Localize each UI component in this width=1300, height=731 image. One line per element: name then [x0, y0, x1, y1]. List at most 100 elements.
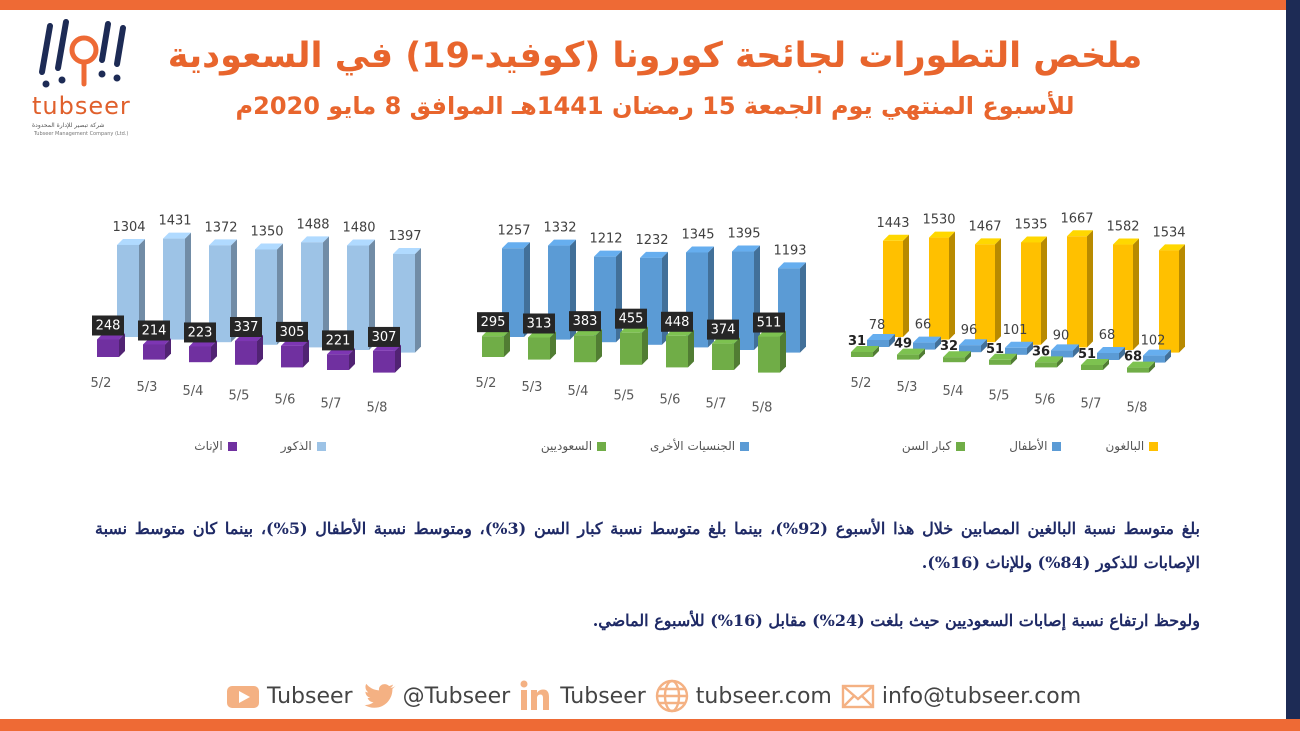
- legend-label-male: الذكور: [280, 439, 312, 453]
- bar-adults: [1021, 236, 1047, 345]
- x-tick-label: 5/6: [275, 392, 296, 407]
- bar-adults: [883, 234, 909, 337]
- value-label: 448: [665, 315, 690, 330]
- bar-elderly: [989, 353, 1017, 365]
- bar-1-front: [482, 330, 510, 357]
- x-tick-label: 5/6: [1035, 392, 1056, 407]
- value-label: 66: [915, 318, 932, 333]
- value-label-bg: [523, 313, 555, 334]
- value-label-bg: [230, 317, 262, 338]
- legend-swatch-adults: [1149, 441, 1159, 451]
- footer-contacts: Tubseer @Tubseer Tubseer tubseer.com: [225, 676, 1095, 716]
- value-label: 248: [96, 318, 121, 333]
- value-label: 383: [573, 314, 598, 329]
- gender-chart-legend: الذكور الإناث: [60, 439, 460, 453]
- value-label: 1332: [543, 221, 576, 236]
- value-label-bg: [184, 322, 216, 343]
- summary-paragraph-1: بلغ متوسط نسبة البالغين المصابين خلال هذ…: [95, 519, 1200, 572]
- logo-subtitle-ar: شركة تبصير للإدارة المحدودة: [32, 122, 105, 129]
- value-label-bg: [322, 330, 354, 351]
- bar-children: [959, 339, 987, 353]
- x-tick-label: 5/3: [137, 380, 158, 395]
- value-label: 68: [1124, 350, 1142, 365]
- bar-0-back: [209, 239, 237, 343]
- footer-email[interactable]: info@tubseer.com: [840, 678, 1081, 714]
- legend-swatch-other-nationalities: [740, 441, 750, 451]
- value-label: 1488: [296, 217, 329, 232]
- bar-0-front: [189, 340, 217, 363]
- top-accent-bar: [0, 0, 1300, 10]
- value-label: 455: [619, 312, 644, 327]
- logo-icon: [39, 19, 126, 88]
- value-label: 1431: [158, 214, 191, 229]
- value-label: 1467: [968, 219, 1001, 234]
- bar-0-front: [373, 344, 401, 373]
- summary-paragraph-2: ولوحظ ارتفاع نسبة إصابات السعوديين حيث ب…: [592, 611, 1200, 630]
- bar-0-front: [97, 333, 125, 357]
- bar-0-back: [301, 236, 329, 348]
- footer-youtube[interactable]: Tubseer: [225, 678, 353, 714]
- bar-0-front: [235, 335, 263, 365]
- bar-0-back: [163, 232, 191, 340]
- bar-adults: [975, 238, 1001, 343]
- bar-elderly: [1035, 356, 1063, 368]
- bar-children: [867, 334, 895, 347]
- legend-swatch-children: [1052, 441, 1062, 451]
- globe-icon: [655, 679, 688, 713]
- x-tick-label: 5/5: [229, 388, 250, 403]
- bar-0-front: [143, 338, 171, 360]
- value-label: 223: [188, 325, 213, 340]
- footer-twitter[interactable]: @Tubseer: [361, 678, 510, 714]
- x-tick-label: 5/2: [91, 376, 112, 391]
- legend-swatch-saudis: [597, 441, 607, 451]
- value-label: 1443: [876, 216, 909, 231]
- bar-1-front: [574, 329, 602, 363]
- value-label-bg: [276, 321, 308, 342]
- value-label: 96: [961, 323, 978, 338]
- right-edge-bar: [1286, 0, 1300, 731]
- value-label: 305: [280, 325, 305, 340]
- legend-item-male: الذكور: [281, 439, 326, 453]
- value-label: 32: [940, 339, 958, 354]
- gender-chart-plot: 5/2 1304 248 5/3 1431 214 5/4 1372 223 5/5 1350 337…: [91, 214, 422, 416]
- value-label-bg: [753, 312, 785, 333]
- legend-item-saudis: السعوديين: [541, 439, 607, 453]
- legend-swatch-elderly: [956, 441, 966, 451]
- footer-website[interactable]: tubseer.com: [654, 678, 832, 714]
- youtube-icon: [227, 686, 259, 708]
- legend-label-elderly: كبار السن: [901, 439, 952, 453]
- x-tick-label: 5/4: [568, 384, 589, 399]
- value-label: 1395: [727, 227, 760, 242]
- value-label: 307: [372, 330, 397, 345]
- bar-children: [913, 336, 941, 350]
- value-label: 337: [234, 320, 259, 335]
- gender-chart: 5/2 1304 248 5/3 1431 214 5/4 1372 223 5/5 1350 337…: [60, 195, 460, 465]
- value-label: 90: [1053, 328, 1070, 343]
- x-tick-label: 5/4: [183, 384, 204, 399]
- bar-1-front: [666, 329, 694, 368]
- age-chart-legend: البالغون الأطفال كبار السن: [830, 439, 1230, 453]
- value-label: 1397: [388, 229, 421, 244]
- value-label: 295: [481, 315, 506, 330]
- legend-swatch-male: [316, 441, 326, 451]
- legend-item-other-nationalities: الجنسيات الأخرى: [650, 439, 750, 453]
- bar-1-front: [528, 331, 556, 360]
- legend-label-female: الإناث: [194, 439, 223, 453]
- value-label: 1345: [681, 227, 714, 242]
- value-label-bg: [368, 326, 400, 347]
- value-label: 49: [894, 337, 912, 352]
- footer-linkedin[interactable]: Tubseer: [518, 678, 646, 714]
- bar-adults: [1067, 230, 1093, 348]
- x-tick-label: 5/5: [989, 388, 1010, 403]
- value-label: 1530: [922, 213, 955, 228]
- value-label: 1212: [589, 232, 622, 247]
- value-label: 1534: [1152, 225, 1185, 240]
- value-label: 1304: [112, 220, 145, 235]
- x-tick-label: 5/6: [660, 392, 681, 407]
- value-label: 1372: [204, 220, 237, 235]
- bar-1-front: [712, 337, 740, 370]
- value-label-bg: [92, 315, 124, 336]
- nationality-chart-plot: 5/2 1257 295 5/3 1332 313 5/4 1212 383 5/5 1232 455…: [476, 221, 807, 416]
- value-label-bg: [569, 311, 601, 332]
- linkedin-icon: [520, 680, 550, 710]
